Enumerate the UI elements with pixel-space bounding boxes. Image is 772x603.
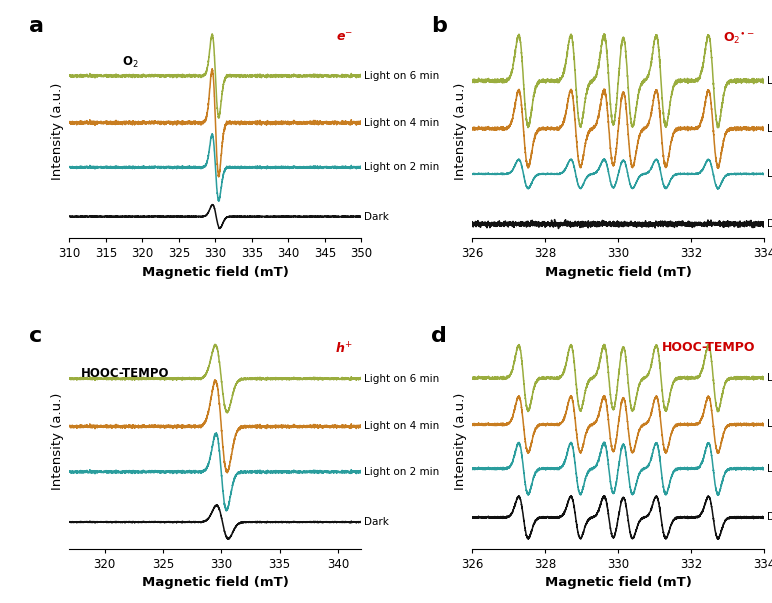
Text: Dark: Dark (767, 513, 772, 522)
Text: Light on 4 min: Light on 4 min (767, 124, 772, 133)
Text: Light on 6 min: Light on 6 min (364, 71, 439, 81)
Text: HOOC-TEMPO: HOOC-TEMPO (662, 341, 756, 354)
Text: Dark: Dark (364, 517, 389, 527)
Text: O$_2$$^{\bullet-}$: O$_2$$^{\bullet-}$ (723, 31, 756, 46)
Text: a: a (29, 16, 43, 36)
Text: Light on 6 min: Light on 6 min (364, 374, 439, 384)
X-axis label: Magnetic field (mT): Magnetic field (mT) (142, 266, 289, 279)
Text: Light on 2 min: Light on 2 min (364, 162, 439, 172)
Text: Light on 4 min: Light on 4 min (364, 421, 439, 432)
Text: e$^{-}$: e$^{-}$ (336, 31, 353, 43)
Text: Light on 4 min: Light on 4 min (364, 118, 439, 128)
Text: h$^{+}$: h$^{+}$ (335, 341, 353, 356)
Text: Light off 1 min: Light off 1 min (767, 76, 772, 86)
Text: c: c (29, 326, 42, 346)
X-axis label: Magnetic field (mT): Magnetic field (mT) (142, 576, 289, 589)
Text: Dark: Dark (364, 212, 389, 221)
Text: b: b (432, 16, 447, 36)
Y-axis label: Intensity (a.u.): Intensity (a.u.) (51, 393, 64, 490)
Text: Light on 2 min: Light on 2 min (767, 169, 772, 179)
Text: HOOC-TEMPO: HOOC-TEMPO (81, 367, 170, 380)
X-axis label: Magnetic field (mT): Magnetic field (mT) (545, 266, 692, 279)
Y-axis label: Intensity (a.u.): Intensity (a.u.) (454, 393, 467, 490)
Text: d: d (432, 326, 447, 346)
Text: Light on 2 min: Light on 2 min (364, 467, 439, 477)
Text: Light off 1 min: Light off 1 min (767, 373, 772, 383)
Text: Light on 4 min: Light on 4 min (767, 420, 772, 429)
Text: Light on 2 min: Light on 2 min (767, 464, 772, 473)
Y-axis label: Intensity (a.u.): Intensity (a.u.) (51, 83, 64, 180)
X-axis label: Magnetic field (mT): Magnetic field (mT) (545, 576, 692, 589)
Text: Dark: Dark (767, 219, 772, 229)
Y-axis label: Intensity (a.u.): Intensity (a.u.) (454, 83, 467, 180)
Text: O$_2$: O$_2$ (122, 55, 139, 70)
